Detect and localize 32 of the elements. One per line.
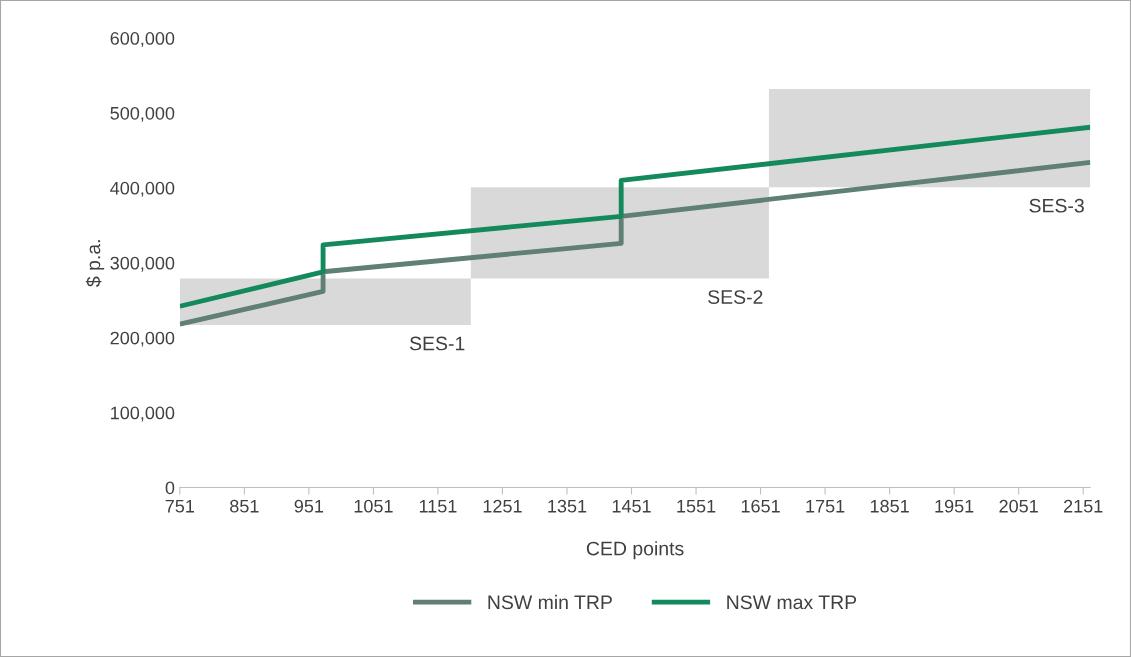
y-tick-label: 0 — [165, 481, 175, 495]
y-tick-label: 600,000 — [110, 32, 175, 47]
bar — [470, 187, 769, 279]
y-tick-label: 100,000 — [111, 406, 175, 422]
line-series — [179, 124, 1091, 309]
y-tick-label: 400,000 — [110, 181, 175, 197]
x-tick-label: 1351 — [548, 499, 587, 513]
x-tick-label: 1051 — [354, 499, 393, 513]
annotation: SES-2 — [708, 290, 763, 304]
y-axis-title: $ p.a. — [85, 240, 105, 287]
x-tick-label: 1751 — [806, 499, 845, 513]
x-tick-label: 1651 — [741, 499, 780, 513]
y-tick-label: 300,000 — [110, 256, 175, 272]
x-tick-label: 2051 — [999, 499, 1038, 513]
annotation: SES-1 — [409, 336, 465, 351]
x-tick-label: 1451 — [612, 499, 651, 513]
line-series — [179, 160, 1091, 327]
annotation: SES-3 — [1029, 198, 1084, 213]
x-tick-label: 1151 — [419, 499, 457, 513]
x-tick-label: 2151 — [1064, 499, 1103, 513]
x-tick-label: 1851 — [870, 499, 909, 513]
x-tick-label: 1951 — [935, 499, 974, 513]
x-tick-label: 751 — [165, 499, 195, 513]
x-tick-label: 1551 — [677, 499, 716, 513]
y-tick-label: 500,000 — [110, 106, 175, 122]
x-tick-label: 1251 — [483, 499, 522, 513]
legend-label: NSW min TRP — [488, 594, 612, 610]
x-tick-label: 951 — [294, 499, 324, 513]
y-tick-label: 200,000 — [110, 331, 175, 347]
legend-label: NSW max TRP — [727, 595, 857, 610]
x-axis-title: CED points — [586, 541, 684, 560]
x-tick-label: 851 — [230, 499, 259, 513]
